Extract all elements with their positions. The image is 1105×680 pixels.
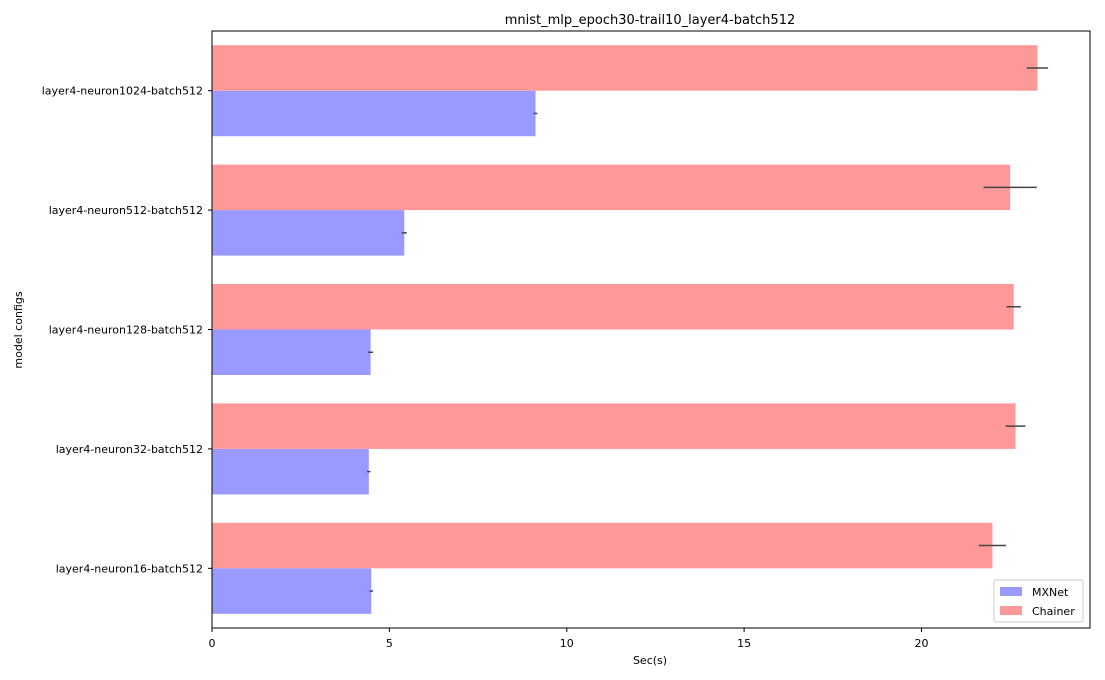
y-tick-label: layer4-neuron128-batch512 bbox=[49, 324, 203, 337]
y-axis-label: model configs bbox=[12, 291, 25, 368]
x-axis-label: Sec(s) bbox=[633, 654, 667, 667]
bar-chainer-2 bbox=[212, 164, 1011, 211]
x-tick-label: 20 bbox=[914, 637, 928, 650]
plot-frame bbox=[211, 30, 1091, 629]
x-tick-label: 5 bbox=[386, 637, 393, 650]
bar-chainer-1 bbox=[212, 45, 1038, 91]
bar-chainer-5 bbox=[212, 522, 993, 569]
x-tick-label: 10 bbox=[560, 637, 574, 650]
y-tick-label: layer4-neuron512-batch512 bbox=[49, 204, 203, 217]
bar-mxnet-5 bbox=[212, 568, 372, 614]
legend-label-mxnet: MXNet bbox=[1032, 586, 1069, 599]
bar-mxnet-3 bbox=[212, 329, 371, 375]
bar-mxnet-2 bbox=[212, 210, 405, 256]
legend: MXNet Chainer bbox=[993, 579, 1084, 623]
x-tick-label: 0 bbox=[209, 637, 216, 650]
errorbar-layer bbox=[367, 67, 1049, 592]
legend-swatch-chainer bbox=[1000, 606, 1022, 615]
bar-chainer-3 bbox=[212, 284, 1014, 330]
bar-mxnet-4 bbox=[212, 448, 369, 495]
chart-title: mnist_mlp_epoch30-trail10_layer4-batch51… bbox=[505, 13, 796, 28]
legend-label-chainer: Chainer bbox=[1032, 605, 1075, 618]
y-tick-label: layer4-neuron32-batch512 bbox=[56, 443, 203, 456]
x-tick-label: 15 bbox=[737, 637, 751, 650]
bar-chainer-4 bbox=[212, 403, 1016, 449]
legend-swatch-mxnet bbox=[1000, 587, 1022, 596]
bars-layer bbox=[212, 45, 1038, 614]
axes-layer: layer4-neuron1024-batch512 layer4-neuron5… bbox=[42, 30, 1091, 650]
bar-mxnet-1 bbox=[212, 90, 536, 137]
y-tick-label: layer4-neuron1024-batch512 bbox=[42, 85, 203, 98]
y-tick-label: layer4-neuron16-batch512 bbox=[56, 562, 203, 575]
